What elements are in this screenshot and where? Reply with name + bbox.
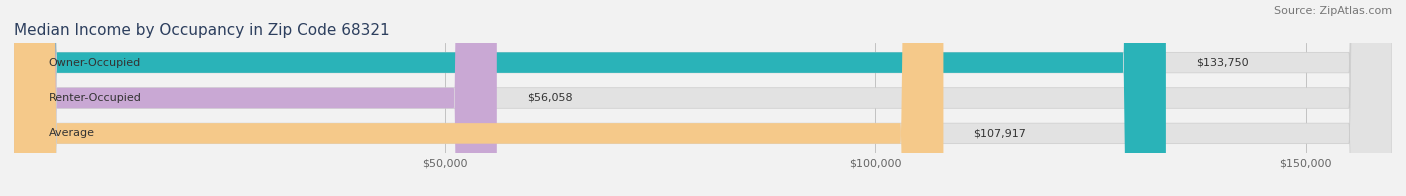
- FancyBboxPatch shape: [14, 0, 1392, 196]
- Text: $56,058: $56,058: [527, 93, 572, 103]
- Text: $107,917: $107,917: [973, 128, 1026, 138]
- Text: Median Income by Occupancy in Zip Code 68321: Median Income by Occupancy in Zip Code 6…: [14, 23, 389, 38]
- Text: Average: Average: [48, 128, 94, 138]
- FancyBboxPatch shape: [14, 0, 1166, 196]
- FancyBboxPatch shape: [14, 0, 943, 196]
- Text: Source: ZipAtlas.com: Source: ZipAtlas.com: [1274, 6, 1392, 16]
- FancyBboxPatch shape: [14, 0, 1392, 196]
- Text: Renter-Occupied: Renter-Occupied: [48, 93, 142, 103]
- Text: $133,750: $133,750: [1197, 58, 1249, 68]
- Text: Owner-Occupied: Owner-Occupied: [48, 58, 141, 68]
- FancyBboxPatch shape: [14, 0, 496, 196]
- FancyBboxPatch shape: [14, 0, 1392, 196]
